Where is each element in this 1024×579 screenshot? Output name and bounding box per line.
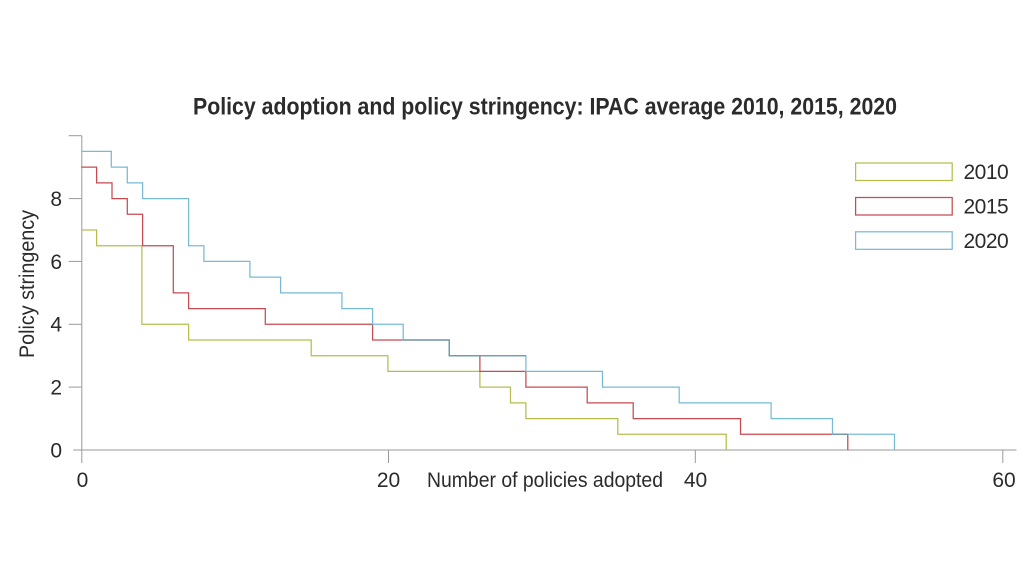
- svg-text:2020: 2020: [964, 230, 1009, 253]
- svg-text:40: 40: [684, 469, 707, 492]
- svg-text:Number of policies adopted: Number of policies adopted: [427, 469, 663, 492]
- svg-text:Policy adoption and policy str: Policy adoption and policy stringency: I…: [193, 94, 897, 121]
- svg-text:2: 2: [50, 377, 62, 400]
- svg-text:0: 0: [50, 439, 62, 462]
- svg-text:20: 20: [377, 469, 400, 492]
- svg-text:4: 4: [50, 314, 62, 337]
- svg-text:6: 6: [50, 251, 62, 274]
- svg-text:2015: 2015: [964, 196, 1009, 219]
- svg-text:60: 60: [992, 469, 1015, 492]
- svg-text:8: 8: [50, 188, 62, 211]
- svg-text:Policy stringency: Policy stringency: [16, 210, 39, 358]
- svg-text:2010: 2010: [964, 161, 1009, 184]
- svg-text:0: 0: [77, 469, 89, 492]
